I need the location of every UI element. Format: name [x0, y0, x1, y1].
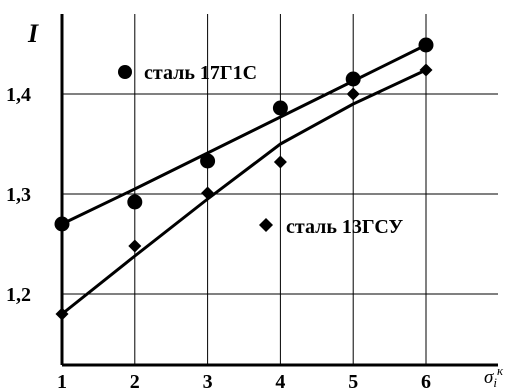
- legend-entry-17g1s: сталь 17Г1С: [118, 62, 257, 84]
- y-tick-label: 1,2: [6, 284, 31, 306]
- data-point-diamond: [55, 307, 69, 321]
- data-point-circle: [200, 153, 216, 169]
- data-markers: [54, 37, 434, 321]
- data-point-diamond: [128, 239, 142, 253]
- data-point-diamond: [201, 186, 215, 200]
- x-tick-label: 5: [348, 371, 358, 391]
- x-tick-label: 2: [130, 371, 140, 391]
- tick-labels: 1 2 3 4 5 6 1,2 1,3 1,4: [6, 84, 431, 391]
- x-axis-label: σiк: [484, 363, 504, 390]
- x-tick-label: 3: [203, 371, 213, 391]
- x-tick-label: 4: [275, 371, 285, 391]
- data-point-circle: [54, 216, 70, 232]
- y-tick-label: 1,3: [6, 184, 31, 206]
- fit-line-series-2: [61, 68, 427, 316]
- fit-line-series-1: [61, 43, 427, 226]
- y-axis-label: I: [27, 19, 39, 48]
- data-point-diamond: [419, 63, 433, 77]
- x-axis-label-superscript: к: [497, 363, 504, 378]
- x-tick-label: 6: [421, 371, 431, 391]
- x-axis-label-symbol: σ: [484, 367, 494, 388]
- legend-label-13gsu: сталь 13ГСУ: [286, 216, 404, 238]
- data-point-circle: [272, 100, 288, 116]
- data-point-circle: [418, 37, 434, 53]
- fit-lines: [61, 43, 427, 316]
- legend-marker-diamond: [259, 218, 273, 232]
- axes: [60, 14, 498, 367]
- legend-entry-13gsu: сталь 13ГСУ: [259, 216, 404, 238]
- legend-marker-circle: [118, 65, 132, 79]
- legend-label-17g1s: сталь 17Г1С: [144, 62, 257, 84]
- data-point-circle: [127, 194, 143, 210]
- data-point-diamond: [273, 155, 287, 169]
- data-point-circle: [345, 71, 361, 87]
- x-axis-label-subscript: i: [493, 375, 497, 390]
- data-point-diamond: [346, 87, 360, 101]
- x-tick-label: 1: [57, 371, 67, 391]
- y-tick-label: 1,4: [6, 84, 31, 106]
